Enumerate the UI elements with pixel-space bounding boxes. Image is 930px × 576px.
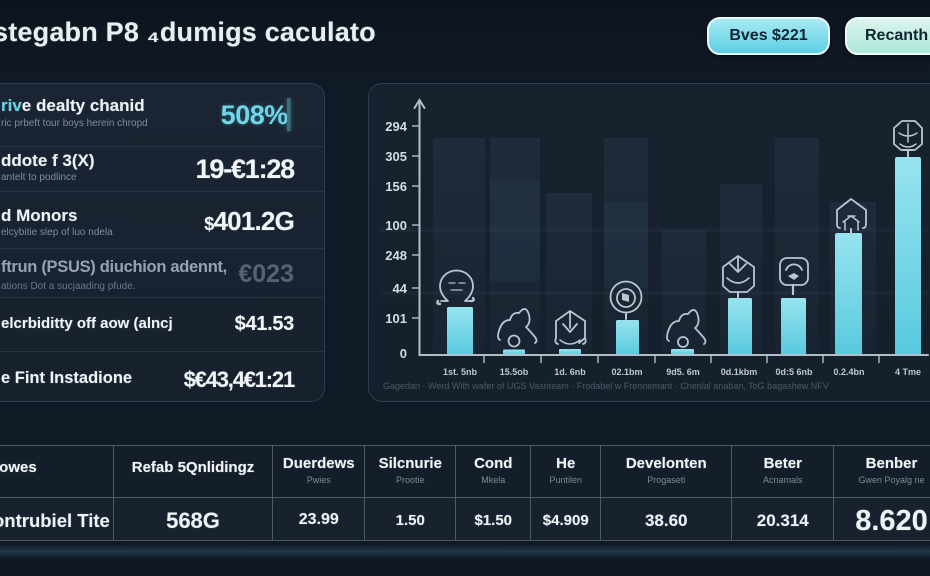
svg-text:0: 0: [400, 346, 407, 361]
svg-text:1st. 5nb: 1st. 5nb: [443, 367, 478, 377]
svg-text:100: 100: [385, 218, 407, 233]
svg-text:0d.1kbm: 0d.1kbm: [721, 367, 758, 377]
svg-text:02.1bm: 02.1bm: [611, 367, 642, 377]
svg-text:294: 294: [385, 119, 407, 134]
svg-text:4 Tme: 4 Tme: [895, 367, 921, 377]
svg-text:Gagedan · Werd With wafer of U: Gagedan · Werd With wafer of UGS Vasntea…: [383, 381, 829, 391]
svg-text:305: 305: [385, 149, 407, 164]
svg-text:0d:5 6nb: 0d:5 6nb: [775, 367, 813, 377]
svg-text:1d. 6nb: 1d. 6nb: [554, 367, 586, 377]
svg-text:0.2.4bn: 0.2.4bn: [833, 367, 864, 377]
svg-text:156: 156: [385, 179, 407, 194]
svg-text:248: 248: [385, 248, 407, 263]
svg-text:44: 44: [393, 281, 408, 296]
svg-text:101: 101: [385, 311, 407, 326]
svg-text:9d5. 6m: 9d5. 6m: [666, 367, 700, 377]
svg-text:15.5ob: 15.5ob: [500, 367, 529, 377]
